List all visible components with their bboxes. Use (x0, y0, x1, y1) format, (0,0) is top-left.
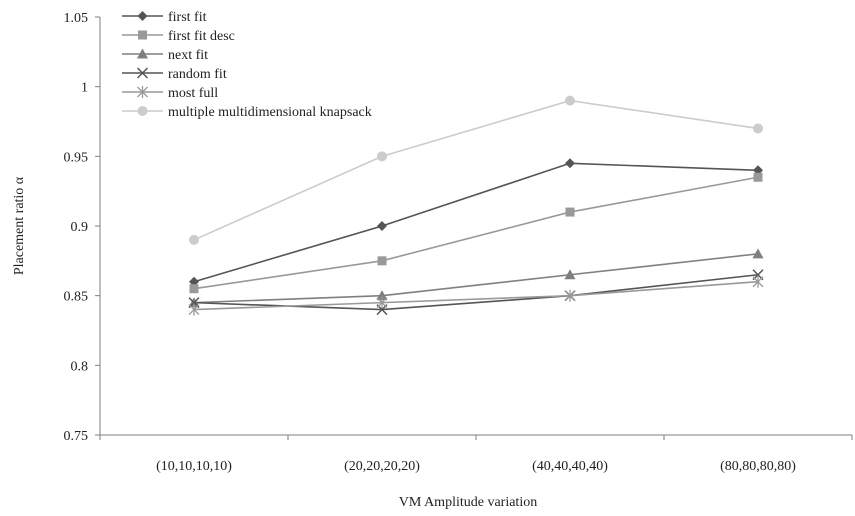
data-point (752, 275, 764, 288)
series-line (193, 253, 759, 304)
data-point (189, 284, 199, 294)
data-point (376, 290, 388, 301)
series-multiple-multidimensional-knapsack (189, 95, 763, 245)
legend-marker (137, 86, 148, 98)
legend-marker (137, 11, 148, 21)
legend-entry: first fit (122, 10, 207, 25)
x-tick-label: (10,10,10,10) (156, 459, 232, 474)
data-point (752, 248, 764, 259)
data-point (377, 151, 387, 162)
y-tick-label: 0.75 (64, 429, 89, 444)
legend-entry: random fit (122, 67, 227, 82)
x-axis-title: VM Amplitude variation (399, 495, 537, 510)
legend-label: random fit (168, 67, 227, 82)
legend-marker (136, 67, 149, 79)
series-first-fit (189, 158, 763, 287)
legend-label: multiple multidimensional knapsack (168, 105, 372, 120)
y-tick-label: 0.85 (64, 290, 89, 305)
legend-marker (138, 30, 147, 40)
series-line (193, 280, 759, 311)
y-tick-label: 0.9 (71, 220, 89, 235)
series-first-fit-desc (189, 172, 763, 294)
legend-entry: next fit (122, 48, 208, 63)
data-point (564, 269, 576, 280)
data-point (753, 172, 763, 182)
y-tick-label: 0.95 (64, 150, 89, 165)
x-tick-label: (20,20,20,20) (344, 459, 420, 474)
legend-marker (137, 106, 148, 116)
y-axis-title: Placement ratio α (12, 176, 27, 275)
legend-entry: first fit desc (122, 29, 235, 44)
data-point (565, 207, 575, 217)
data-point (565, 95, 575, 106)
legend-label: most full (168, 86, 218, 101)
x-tick-label: (40,40,40,40) (532, 459, 608, 474)
data-point (564, 289, 576, 302)
legend-entry: most full (122, 86, 218, 101)
y-tick-label: 0.8 (71, 359, 89, 374)
series-line (193, 99, 759, 241)
y-tick-label: 1 (81, 81, 88, 96)
legend-marker (137, 48, 148, 59)
series-line (193, 176, 759, 290)
data-point (376, 296, 388, 309)
data-point (189, 234, 199, 245)
legend-entry: multiple multidimensional knapsack (122, 105, 372, 120)
series-line (193, 162, 759, 283)
series-line (193, 273, 759, 311)
series-most-full (188, 275, 764, 316)
legend-label: first fit desc (168, 29, 235, 44)
legend-label: next fit (168, 48, 208, 63)
data-point (188, 303, 200, 316)
legend: first fit first fit desc next fit random fi… (122, 10, 372, 120)
series-layer (188, 95, 764, 316)
data-point (753, 123, 763, 134)
axes: 0.75 0.8 0.85 0.9 0.95 1 1.05 (10,10,10,10) (20,… (64, 11, 853, 474)
legend-label: first fit (168, 10, 207, 25)
y-tick-label: 1.05 (64, 11, 89, 26)
x-tick-label: (80,80,80,80) (720, 459, 796, 474)
data-point (565, 158, 575, 169)
data-point (377, 256, 387, 266)
data-point (377, 221, 387, 231)
